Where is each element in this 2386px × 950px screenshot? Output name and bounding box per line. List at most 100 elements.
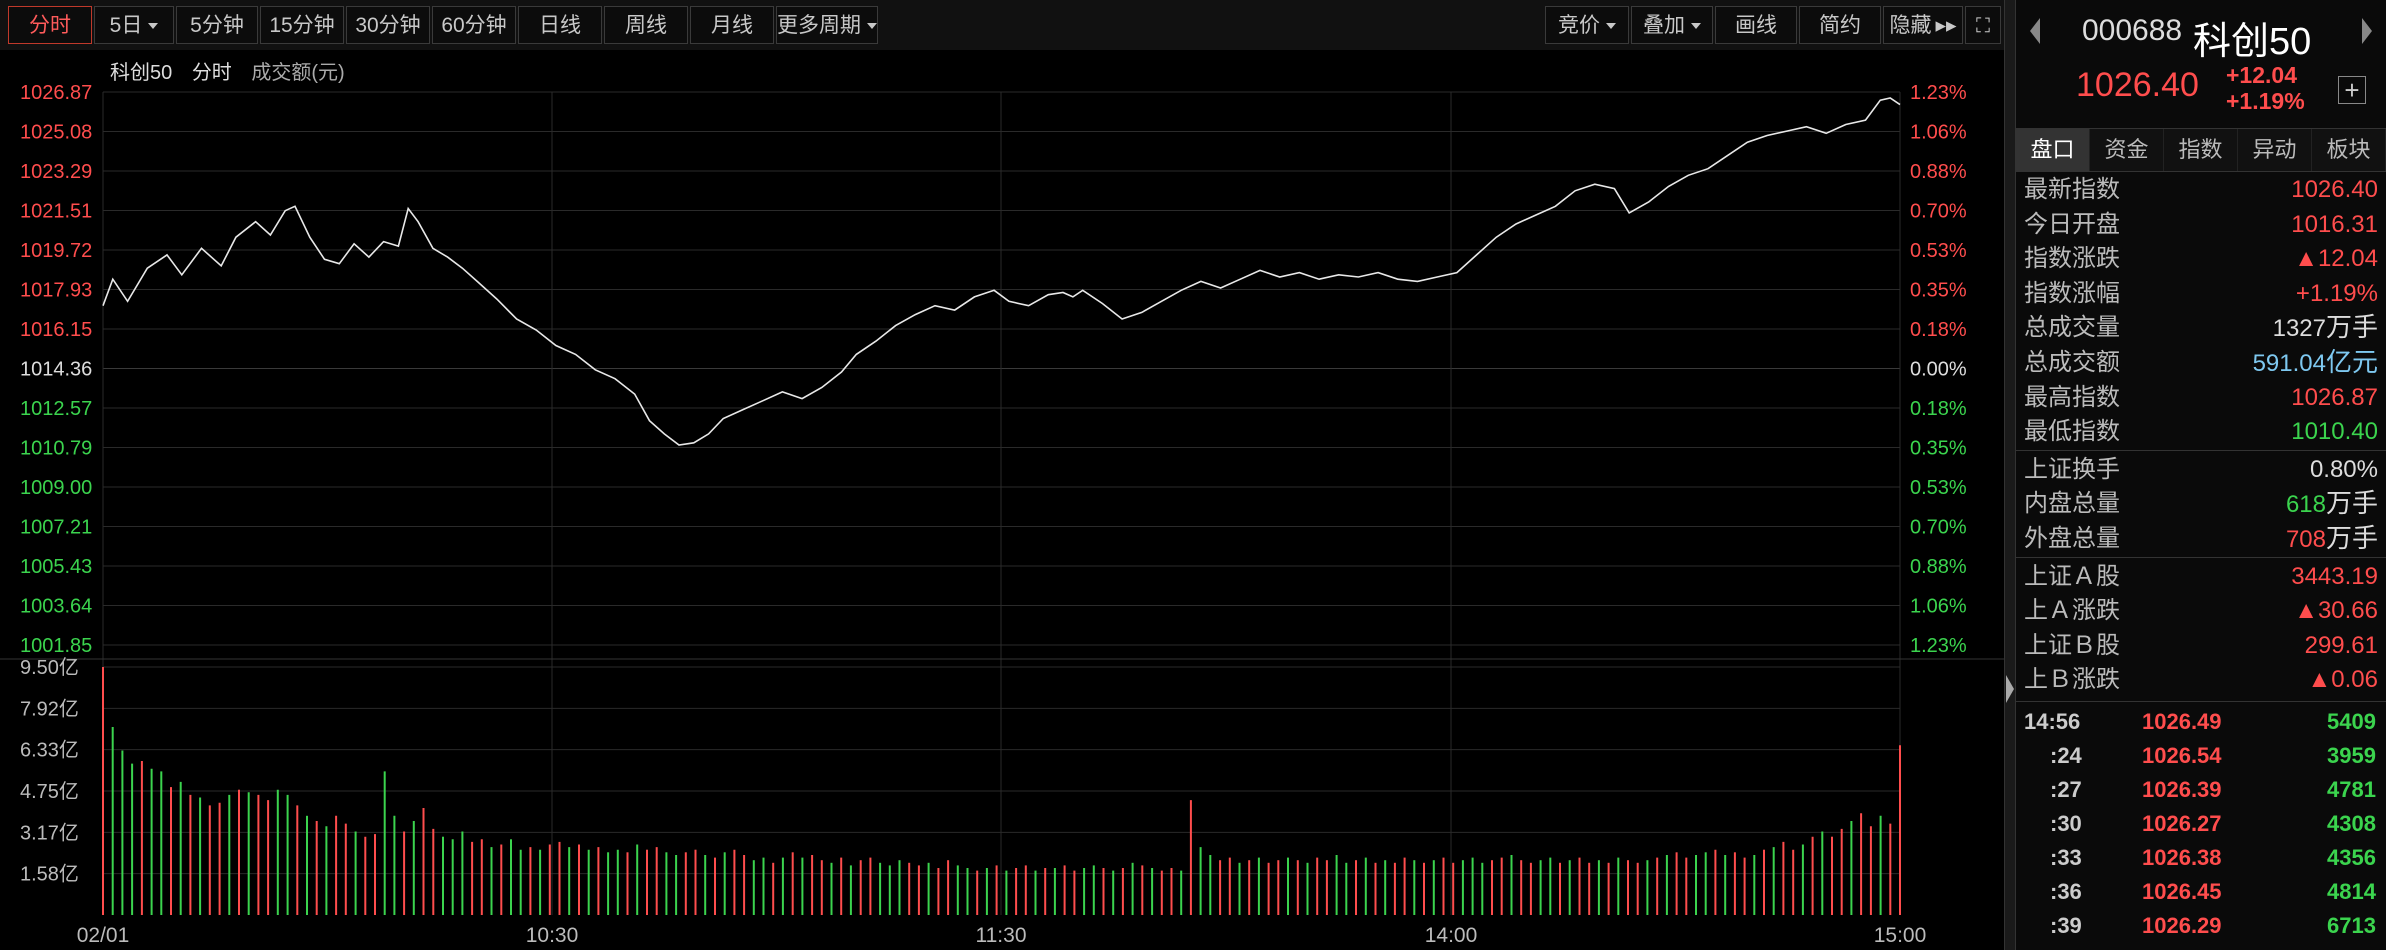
percent-tick-label: 1.23% — [1910, 82, 1967, 104]
percent-tick-label: 1.23% — [1910, 635, 1967, 657]
tick-row[interactable]: :33 1026.38 4356 — [2016, 841, 2386, 875]
quote-label: 总成交额 — [2024, 349, 2120, 376]
quote-tab-2[interactable]: 指数 — [2164, 129, 2238, 171]
tick-row[interactable]: :24 1026.54 3959 — [2016, 739, 2386, 773]
prev-stock-arrow-icon[interactable] — [2030, 18, 2040, 44]
period-button-6[interactable]: 日线 — [518, 6, 602, 44]
period-button-1[interactable]: 5日 — [94, 6, 174, 44]
quote-label: 指数涨跌 — [2024, 245, 2120, 273]
period-button-5[interactable]: 60分钟 — [432, 6, 516, 44]
chart-header: 科创50 分时 成交额(元) — [110, 56, 345, 85]
period-button-2[interactable]: 5分钟 — [176, 6, 258, 44]
tool-button-0[interactable]: 竞价 — [1545, 6, 1629, 44]
quote-row: 上Ｂ涨跌 ▲0.06 — [2024, 662, 2378, 697]
tick-volume: 4814 — [2327, 879, 2376, 904]
quote-tab-4[interactable]: 板块 — [2312, 129, 2386, 171]
period-label: 5日 — [109, 14, 143, 37]
time-tick-label: 11:30 — [976, 924, 1027, 947]
period-label: 分时 — [29, 14, 71, 37]
time-tick-label: 14:00 — [1425, 924, 1478, 947]
percent-tick-label: 0.18% — [1910, 398, 1967, 420]
period-button-3[interactable]: 15分钟 — [260, 6, 344, 44]
period-button-8[interactable]: 月线 — [690, 6, 774, 44]
quote-value: 1010.40 — [2291, 414, 2378, 449]
quote-panel: 000688 科创50 1026.40 +12.04 +1.19% + 盘口 资金… — [2016, 0, 2386, 950]
period-button-0[interactable]: 分时 — [8, 6, 92, 44]
period-button-9[interactable]: 更多周期 — [776, 6, 878, 44]
quote-value: ▲12.04 — [2294, 241, 2378, 276]
next-stock-arrow-icon[interactable] — [2362, 18, 2372, 44]
tool-label: 叠加 — [1643, 14, 1685, 37]
price-line — [102, 97, 1901, 446]
tool-label: 画线 — [1735, 14, 1777, 37]
percent-tick-label: 0.53% — [1910, 240, 1967, 262]
quote-tab-0[interactable]: 盘口 — [2016, 129, 2090, 171]
tick-row[interactable]: :36 1026.45 4814 — [2016, 875, 2386, 909]
price-tick-label: 1003.64 — [20, 596, 92, 618]
quote-number: 708 — [2285, 526, 2326, 553]
quote-separator — [2016, 701, 2386, 702]
quote-row: 最高指数 1026.87 — [2024, 380, 2378, 415]
quote-value: 1327万手 — [2273, 310, 2378, 346]
percent-tick-label: 0.53% — [1910, 477, 1967, 499]
quote-row: 最新指数 1026.40 — [2024, 172, 2378, 207]
price-change: +12.04 +1.19% — [2226, 62, 2305, 114]
percent-tick-label: 0.18% — [1910, 319, 1967, 341]
period-label: 60分钟 — [441, 14, 507, 37]
fullscreen-button[interactable]: ⛶ — [1965, 6, 2001, 44]
quote-number: ▲12.04 — [2294, 245, 2378, 273]
tick-row[interactable]: 14:56 1026.49 5409 — [2016, 705, 2386, 739]
add-watchlist-button[interactable]: + — [2338, 76, 2366, 104]
period-label: 月线 — [711, 14, 753, 37]
volume-tick-label: 1.58亿 — [20, 863, 79, 886]
period-button-4[interactable]: 30分钟 — [346, 6, 430, 44]
collapse-arrow-icon[interactable] — [2006, 675, 2014, 703]
period-button-7[interactable]: 周线 — [604, 6, 688, 44]
percent-tick-label: 0.35% — [1910, 280, 1967, 302]
tool-button-3[interactable]: 简约 — [1799, 6, 1881, 44]
tool-button-1[interactable]: 叠加 — [1631, 6, 1713, 44]
tick-row[interactable]: :27 1026.39 4781 — [2016, 773, 2386, 807]
quote-number: ▲0.06 — [2307, 666, 2378, 694]
quote-number: 1016.31 — [2291, 210, 2378, 238]
percent-tick-label: 1.06% — [1910, 122, 1967, 144]
panel-divider[interactable] — [2004, 0, 2016, 950]
quote-row: 指数涨幅 +1.19% — [2024, 276, 2378, 311]
tick-volume: 6713 — [2327, 913, 2376, 938]
period-label: 周线 — [625, 14, 667, 37]
quote-row: 内盘总量 618万手 — [2024, 486, 2378, 521]
period-label: 30分钟 — [355, 14, 421, 37]
quote-tabs: 盘口 资金 指数 异动 板块 — [2016, 128, 2386, 172]
period-toolbar: 分时 5日 5分钟 15分钟 30分钟 60分钟 日线 周线 月线 更多周期 竞价 叠加 画线 简约 隐藏 ▸… — [0, 0, 2004, 50]
tool-button-2[interactable]: 画线 — [1715, 6, 1797, 44]
quote-value: +1.19% — [2296, 276, 2378, 311]
tick-time: :33 — [2050, 845, 2082, 870]
chevron-down-icon — [1606, 23, 1616, 30]
quote-tab-3[interactable]: 异动 — [2238, 129, 2312, 171]
intraday-chart[interactable]: 1026.87 1.23% 1025.08 1.06% 1023.29 0.88% 1021… — [0, 50, 2004, 950]
tool-label: 简约 — [1819, 14, 1861, 37]
tick-row[interactable]: :30 1026.27 4308 — [2016, 807, 2386, 841]
tick-row[interactable]: :39 1026.29 6713 — [2016, 909, 2386, 943]
chevron-down-icon — [148, 23, 159, 30]
quote-value: 1026.40 — [2291, 172, 2378, 207]
quote-tab-1[interactable]: 资金 — [2090, 129, 2164, 171]
quote-label: 今日开盘 — [2024, 210, 2120, 238]
price-tick-label: 1012.57 — [20, 398, 92, 420]
time-tick-label: 10:30 — [526, 924, 579, 947]
quote-value: 1026.87 — [2291, 380, 2378, 415]
tick-price: 1026.38 — [2142, 845, 2222, 870]
quote-number: ▲30.66 — [2294, 597, 2378, 625]
quote-label: 最高指数 — [2024, 383, 2120, 411]
quote-row: 上证Ｂ股 299.61 — [2024, 628, 2378, 663]
quote-number: 1026.87 — [2291, 383, 2378, 411]
tool-button-4[interactable]: 隐藏 ▸▸ — [1883, 6, 1963, 44]
quote-row: 上证Ａ股 3443.19 — [2024, 559, 2378, 594]
percent-tick-label: 0.00% — [1910, 359, 1967, 381]
tool-label: 竞价 — [1558, 14, 1600, 37]
quote-unit: 万手 — [2325, 523, 2378, 553]
quote-unit: 亿元 — [2325, 347, 2378, 377]
tick-volume: 4781 — [2327, 777, 2376, 802]
price-tick-label: 1001.85 — [20, 635, 92, 657]
